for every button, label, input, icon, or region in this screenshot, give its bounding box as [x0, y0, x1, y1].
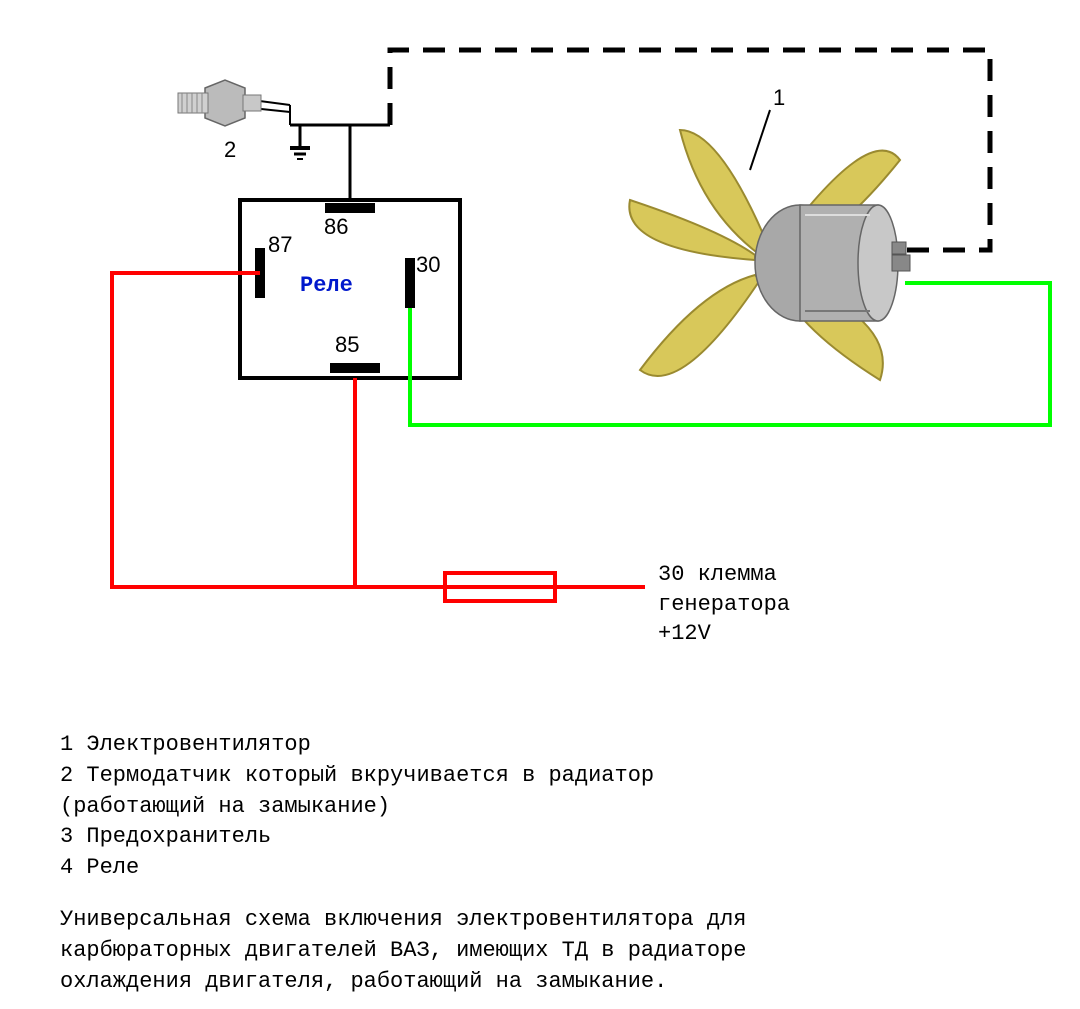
sensor-marker: 2	[224, 137, 236, 163]
pin-86-label: 86	[324, 214, 348, 240]
gen-line2: генератора	[658, 590, 790, 620]
legend-block: 1 Электровентилятор 2 Термодатчик которы…	[60, 730, 654, 884]
legend-2: 2 Термодатчик который вкручивается в рад…	[60, 761, 654, 792]
diagram-canvas: 86 87 30 85 Реле 2 1 30 клемма генератор…	[0, 0, 1080, 680]
legend-3: (работающий на замыкание)	[60, 792, 654, 823]
generator-label: 30 клемма генератора +12V	[658, 560, 790, 649]
desc-1: Универсальная схема включения электровен…	[60, 905, 1020, 936]
pin-87-label: 87	[268, 232, 292, 258]
legend-4: 3 Предохранитель	[60, 822, 654, 853]
desc-2: карбюраторных двигателей ВАЗ, имеющих ТД…	[60, 936, 1020, 967]
sensor-thermoswitch	[178, 80, 261, 126]
gen-line1: 30 клемма	[658, 560, 790, 590]
desc-3: охлаждения двигателя, работающий на замы…	[60, 967, 1020, 998]
gen-line3: +12V	[658, 619, 790, 649]
legend-1: 1 Электровентилятор	[60, 730, 654, 761]
relay-label: Реле	[300, 273, 353, 298]
fan-assembly	[629, 130, 910, 380]
fan-marker: 1	[773, 85, 785, 111]
wire-red-87	[112, 273, 442, 587]
pin-30-label: 30	[416, 252, 440, 278]
legend-5: 4 Реле	[60, 853, 654, 884]
pin-85-label: 85	[335, 332, 359, 358]
description-block: Универсальная схема включения электровен…	[60, 905, 1020, 997]
